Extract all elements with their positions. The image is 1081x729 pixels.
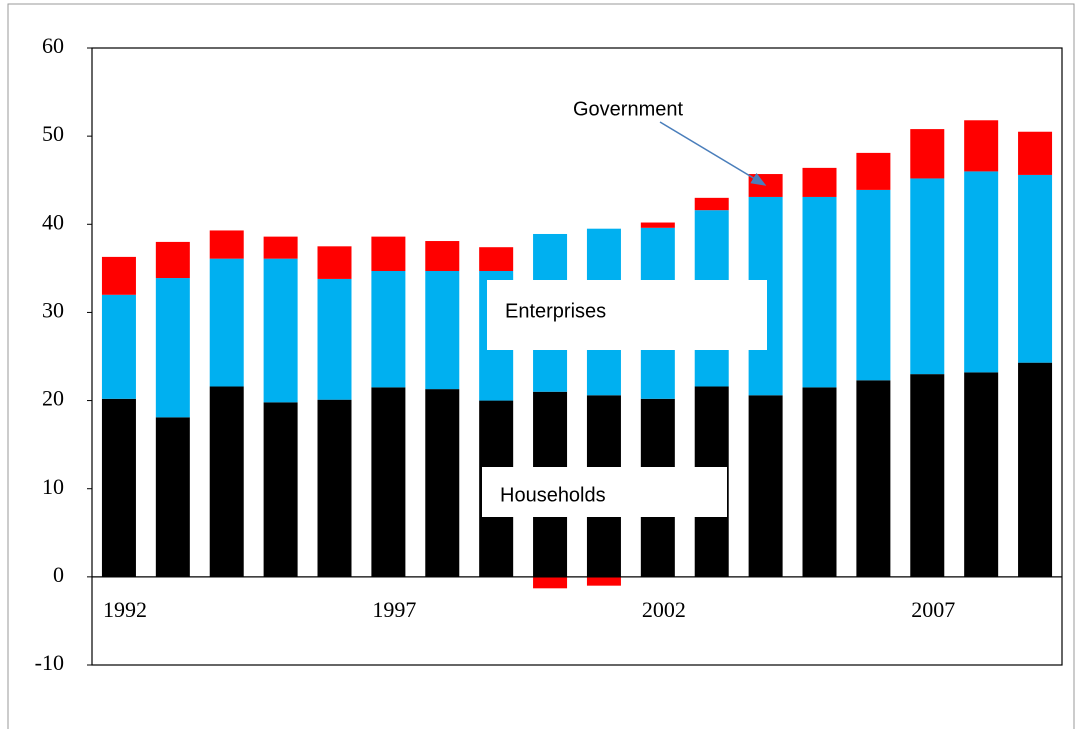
x-tick-label: 2002 — [642, 597, 686, 622]
bar-segment — [155, 241, 190, 279]
series-label: Enterprises — [505, 300, 606, 322]
bar-segment — [101, 294, 136, 399]
bar-segment — [425, 271, 460, 390]
bar-segment — [263, 236, 298, 259]
bar-segment — [856, 152, 891, 190]
bar-segment — [101, 398, 136, 577]
y-tick-label: 10 — [42, 474, 64, 499]
series-label: Government — [573, 98, 683, 120]
bar-segment — [425, 389, 460, 577]
bar-segment — [533, 576, 568, 589]
bar-segment — [371, 236, 406, 272]
annotation-arrow — [659, 121, 767, 186]
label-box — [482, 467, 727, 517]
bar-segment — [317, 278, 352, 400]
bar-segment — [910, 178, 945, 375]
y-tick-label: 0 — [53, 562, 64, 587]
bar-segment — [101, 256, 136, 295]
y-tick-label: 50 — [42, 121, 64, 146]
y-tick-label: -10 — [35, 650, 64, 675]
bar-segment — [802, 167, 837, 197]
bar-segment — [425, 241, 460, 272]
bar-segment — [155, 278, 190, 418]
bar-segment — [479, 247, 514, 272]
y-tick-label: 20 — [42, 386, 64, 411]
bar-segment — [802, 387, 837, 577]
bar-segment — [802, 196, 837, 388]
bar-segment — [371, 387, 406, 577]
bar-segment — [317, 399, 352, 577]
series-label: Households — [500, 484, 606, 506]
x-tick-label: 1997 — [372, 597, 416, 622]
x-tick-label: 2007 — [911, 597, 955, 622]
bar-segment — [1018, 362, 1053, 577]
bar-segment — [371, 271, 406, 388]
bar-segment — [1018, 174, 1053, 363]
bar-segment — [964, 171, 999, 373]
bar-segment — [209, 386, 244, 577]
bar-segment — [964, 372, 999, 577]
bar-segment — [209, 230, 244, 259]
bar-segment — [748, 395, 783, 577]
y-tick-label: 30 — [42, 297, 64, 322]
bar-segment — [1018, 131, 1053, 175]
bar-segment — [856, 189, 891, 381]
bar-segment — [155, 417, 190, 577]
bar-segment — [586, 576, 621, 586]
bar-segment — [856, 380, 891, 577]
bar-segment — [694, 197, 729, 211]
y-tick-label: 40 — [42, 209, 64, 234]
plot-area — [91, 47, 1063, 666]
x-tick-label: 1992 — [103, 597, 147, 622]
bar-segment — [209, 258, 244, 387]
bar-segment — [263, 402, 298, 577]
y-tick-label: 60 — [42, 33, 64, 58]
bar-segment — [910, 374, 945, 577]
label-box — [487, 280, 767, 350]
bar-segment — [910, 129, 945, 179]
bar-segment — [640, 222, 675, 228]
bar-segment — [263, 258, 298, 403]
bar-segment — [317, 246, 352, 279]
bar-segment — [964, 120, 999, 172]
